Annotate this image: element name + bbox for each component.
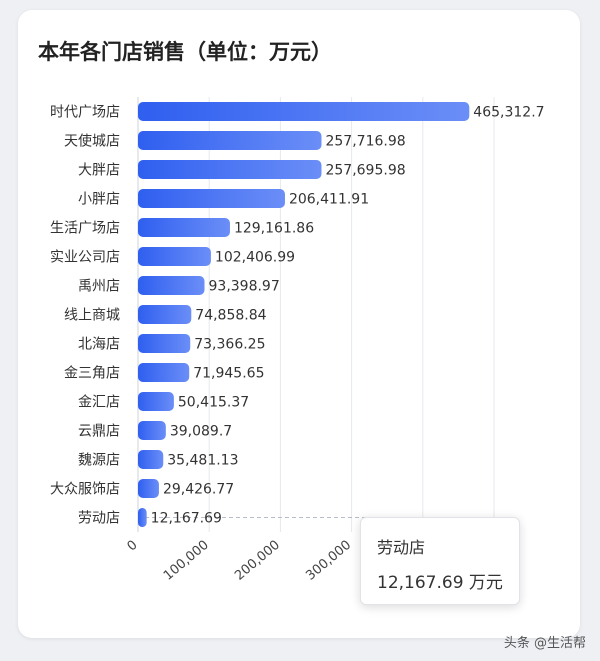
watermark: 头条 @生活帮	[503, 636, 586, 651]
x-tick-label: 100,000	[161, 538, 212, 584]
bar[interactable]	[138, 189, 285, 208]
bar[interactable]	[138, 102, 470, 121]
bar[interactable]	[138, 218, 230, 237]
bar[interactable]	[138, 305, 192, 324]
x-tick-label: 200,000	[232, 538, 283, 584]
category-label: 魏源店	[78, 453, 120, 469]
category-label: 劳动店	[78, 511, 120, 527]
value-label: 93,398.97	[209, 279, 280, 295]
value-label: 206,411.91	[289, 192, 369, 208]
bar[interactable]	[138, 508, 147, 527]
bar[interactable]	[138, 450, 164, 469]
x-tick-label: 300,000	[303, 538, 354, 584]
bars	[138, 102, 470, 527]
value-label: 35,481.13	[167, 453, 238, 469]
bar[interactable]	[138, 276, 205, 295]
bar[interactable]	[138, 247, 211, 266]
category-label: 天使城店	[64, 133, 120, 150]
category-label: 大胖店	[78, 163, 120, 179]
category-label: 生活广场店	[50, 221, 120, 237]
value-label: 29,426.77	[163, 482, 234, 498]
value-label: 465,312.7	[473, 105, 544, 121]
value-label: 257,695.98	[325, 163, 405, 179]
category-label: 北海店	[78, 337, 120, 353]
category-label: 时代广场店	[50, 105, 120, 121]
value-label: 39,089.7	[170, 424, 232, 440]
tooltip: 劳动店 12,167.69 万元	[360, 517, 520, 605]
bar[interactable]	[138, 363, 190, 382]
x-tick-label: 0	[125, 538, 141, 555]
bar[interactable]	[138, 131, 322, 150]
value-label: 71,945.65	[193, 366, 264, 382]
tooltip-name: 劳动店	[377, 538, 426, 557]
category-label: 金汇店	[78, 395, 120, 411]
value-label: 73,366.25	[194, 337, 265, 353]
value-label: 257,716.98	[325, 134, 405, 150]
bar[interactable]	[138, 479, 159, 498]
value-label: 12,167.69	[151, 511, 222, 527]
category-label: 金三角店	[64, 366, 120, 382]
category-label: 大众服饰店	[50, 482, 120, 498]
bar[interactable]	[138, 160, 322, 179]
value-label: 74,858.84	[195, 308, 266, 324]
bar[interactable]	[138, 421, 166, 440]
value-label: 102,406.99	[215, 250, 295, 266]
category-label: 小胖店	[78, 192, 120, 208]
value-label: 50,415.37	[178, 395, 249, 411]
category-label: 线上商城	[64, 308, 120, 324]
category-label: 实业公司店	[50, 250, 120, 266]
chart-title: 本年各门店销售（单位：万元）	[38, 40, 332, 64]
bar[interactable]	[138, 334, 191, 353]
value-label: 129,161.86	[234, 221, 314, 237]
category-label: 禹州店	[78, 279, 120, 295]
tooltip-value: 12,167.69 万元	[377, 573, 503, 593]
category-label: 云鼎店	[78, 424, 120, 440]
bar[interactable]	[138, 392, 174, 411]
